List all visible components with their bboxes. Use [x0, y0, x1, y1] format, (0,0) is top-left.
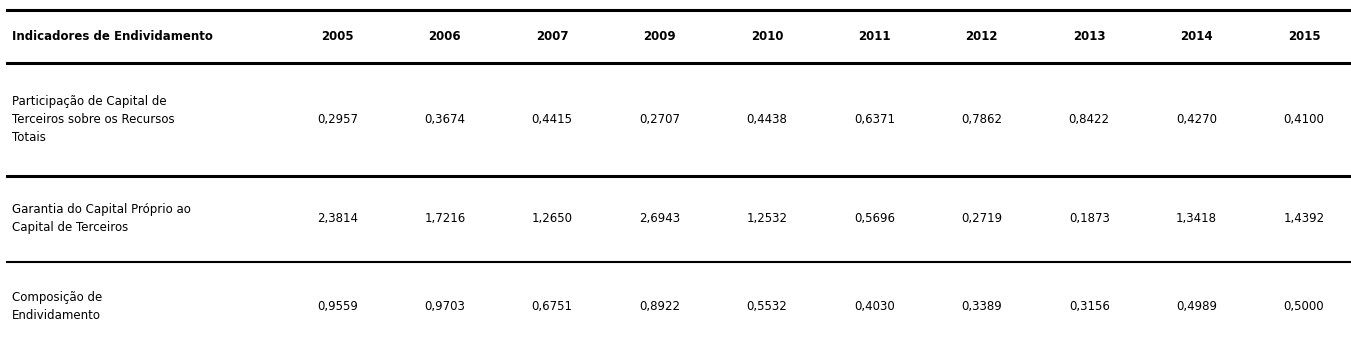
Text: 0,5696: 0,5696 [854, 212, 894, 225]
Text: 0,4100: 0,4100 [1283, 113, 1324, 126]
Text: 2013: 2013 [1073, 30, 1105, 43]
Text: 1,2532: 1,2532 [747, 212, 788, 225]
Text: 2006: 2006 [428, 30, 461, 43]
Text: 2014: 2014 [1181, 30, 1213, 43]
Text: 2011: 2011 [858, 30, 890, 43]
Text: 0,9559: 0,9559 [317, 300, 358, 313]
Text: 0,6751: 0,6751 [532, 300, 573, 313]
Text: Indicadores de Endividamento: Indicadores de Endividamento [12, 30, 213, 43]
Text: 0,4030: 0,4030 [854, 300, 894, 313]
Text: 0,2707: 0,2707 [639, 113, 680, 126]
Text: Garantia do Capital Próprio ao
Capital de Terceiros: Garantia do Capital Próprio ao Capital d… [12, 203, 190, 234]
Text: 1,7216: 1,7216 [424, 212, 466, 225]
Text: 0,3156: 0,3156 [1069, 300, 1109, 313]
Text: 0,3389: 0,3389 [962, 300, 1002, 313]
Text: 0,8922: 0,8922 [639, 300, 680, 313]
Text: 0,8422: 0,8422 [1069, 113, 1109, 126]
Text: 0,5532: 0,5532 [747, 300, 788, 313]
Text: 2005: 2005 [322, 30, 354, 43]
Text: 2,6943: 2,6943 [639, 212, 680, 225]
Text: 2010: 2010 [751, 30, 784, 43]
Text: 2009: 2009 [643, 30, 676, 43]
Text: Participação de Capital de
Terceiros sobre os Recursos
Totais: Participação de Capital de Terceiros sob… [12, 95, 174, 144]
Text: 1,2650: 1,2650 [532, 212, 573, 225]
Text: 0,4270: 0,4270 [1177, 113, 1217, 126]
Text: 2015: 2015 [1288, 30, 1320, 43]
Text: 0,4438: 0,4438 [747, 113, 788, 126]
Text: 0,5000: 0,5000 [1283, 300, 1324, 313]
Text: Composição de
Endividamento: Composição de Endividamento [12, 291, 103, 322]
Text: 1,4392: 1,4392 [1283, 212, 1324, 225]
Text: 0,4989: 0,4989 [1177, 300, 1217, 313]
Text: 0,9703: 0,9703 [424, 300, 465, 313]
Text: 0,2957: 0,2957 [317, 113, 358, 126]
Text: 2012: 2012 [966, 30, 998, 43]
Text: 0,4415: 0,4415 [532, 113, 573, 126]
Text: 0,1873: 0,1873 [1069, 212, 1109, 225]
Text: 0,7862: 0,7862 [962, 113, 1002, 126]
Text: 0,3674: 0,3674 [424, 113, 465, 126]
Text: 0,2719: 0,2719 [962, 212, 1002, 225]
Text: 2,3814: 2,3814 [317, 212, 358, 225]
Text: 1,3418: 1,3418 [1177, 212, 1217, 225]
Text: 2007: 2007 [536, 30, 569, 43]
Text: 0,6371: 0,6371 [854, 113, 894, 126]
